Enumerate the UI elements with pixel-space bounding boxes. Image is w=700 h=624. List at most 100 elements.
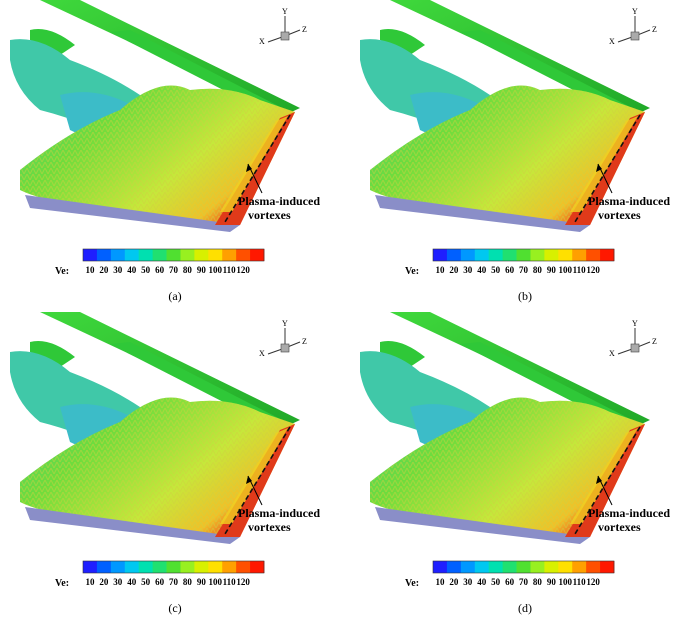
colorbar-tick-label: 30: [113, 577, 123, 587]
colorbar-tick-label: 100: [209, 265, 223, 275]
colorbar-tick-label: 100: [559, 265, 573, 275]
colorbar-tick-label: 90: [197, 577, 207, 587]
colorbar-cell: [544, 249, 559, 261]
vortex-tube: [30, 341, 75, 367]
annotation-line2: vortexes: [248, 520, 291, 534]
colorbar-cell: [83, 561, 98, 573]
colorbar-tick-label: 120: [236, 265, 250, 275]
colorbar-cell: [110, 561, 126, 573]
colorbar: Ve: 10 20 30 40 50 60 70 80 90 100 110 120: [55, 560, 265, 589]
flow-visualization: Plasma-induced vortexes Y X Z Ve: 10 20 30…: [360, 312, 670, 615]
colorbar-cell: [558, 561, 573, 573]
colorbar-tick-label: 120: [236, 577, 250, 587]
colorbar-cell: [446, 561, 462, 573]
colorbar-tick-label: 110: [223, 577, 237, 587]
colorbar-cell: [474, 561, 490, 573]
colorbar-cell: [152, 249, 167, 261]
vortex-tube: [380, 341, 425, 367]
colorbar-tick-label: 10: [435, 577, 445, 587]
colorbar-tick-label: 90: [547, 577, 557, 587]
annotation-line1: Plasma-induced: [588, 506, 670, 520]
axis-triad: Y X Z: [259, 319, 307, 358]
annotation-line2: vortexes: [598, 520, 641, 534]
colorbar-tick-label: 50: [141, 577, 151, 587]
plasma-band: [570, 116, 638, 212]
colorbar-tick-label: 70: [169, 265, 179, 275]
colorbar-cell: [222, 249, 237, 261]
colorbar-cell: [208, 561, 223, 573]
annotation-line2: vortexes: [598, 208, 641, 222]
colorbar-tick-label: 60: [155, 577, 165, 587]
colorbar-cell: [586, 561, 601, 573]
colorbar-tick-label: 60: [505, 265, 515, 275]
colorbar-cell: [180, 561, 195, 573]
colorbar-tick-label: 20: [449, 577, 459, 587]
colorbar-cell: [138, 561, 154, 573]
colorbar-cell: [600, 561, 615, 573]
colorbar-cell: [544, 561, 559, 573]
colorbar-tick-label: 50: [141, 265, 151, 275]
colorbar-tick-label: 60: [505, 577, 515, 587]
colorbar-tick-label: 120: [586, 265, 600, 275]
colorbar-cell: [236, 561, 251, 573]
panel-label: (d): [518, 601, 532, 615]
axis-x-label: X: [609, 37, 615, 46]
plasma-band: [220, 428, 288, 524]
panel-d: Plasma-induced vortexes Y X Z Ve: 10 20 30…: [350, 312, 700, 624]
colorbar-cell: [152, 561, 167, 573]
colorbar-tick-label: 70: [519, 577, 529, 587]
plate: [25, 507, 240, 544]
axis-y-label: Y: [632, 7, 638, 16]
colorbar-tick-label: 100: [209, 577, 223, 587]
colorbar-tick-label: 40: [127, 577, 137, 587]
colorbar-ticks: 10 20 30 40 50 60 70 80 90 100 110 120: [435, 577, 600, 587]
colorbar-cell: [502, 249, 517, 261]
colorbar-cell: [488, 249, 504, 261]
colorbar-cell: [166, 561, 181, 573]
colorbar-cell: [194, 561, 209, 573]
colorbar-tick-label: 40: [477, 577, 487, 587]
axis-x-label: X: [259, 37, 265, 46]
colorbar-cell: [586, 249, 601, 261]
colorbar-cell: [236, 249, 251, 261]
colorbar-cell: [572, 249, 587, 261]
colorbar-cell: [250, 561, 265, 573]
panel-label: (a): [168, 289, 181, 303]
colorbar-cell: [516, 249, 531, 261]
colorbar-cell: [166, 249, 181, 261]
panel-a: Plasma-induced vortexes Y X Z Ve: 10 20 30…: [0, 0, 350, 312]
colorbar-tick-label: 110: [573, 577, 587, 587]
colorbar-tick-label: 70: [519, 265, 529, 275]
colorbar-tick-label: 80: [533, 265, 543, 275]
colorbar-cells: [82, 560, 265, 574]
colorbar-cell: [446, 249, 462, 261]
colorbar-tick-label: 10: [85, 577, 95, 587]
colorbar-cell: [208, 249, 223, 261]
colorbar-tick-label: 90: [197, 265, 207, 275]
colorbar-tick-label: 10: [85, 265, 95, 275]
colorbar-tick-label: 110: [223, 265, 237, 275]
colorbar: Ve: 10 20 30 40 50 60 70 80 90 100 110 120: [405, 248, 615, 277]
colorbar-tick-label: 30: [463, 265, 473, 275]
colorbar-cell: [96, 249, 112, 261]
axis-x-label: X: [609, 349, 615, 358]
axis-y-label: Y: [282, 7, 288, 16]
colorbar-tick-label: 40: [127, 265, 137, 275]
colorbar-cells: [432, 248, 615, 262]
colorbar-tick-label: 40: [477, 265, 487, 275]
axis-triad: Y X Z: [259, 7, 307, 46]
plasma-band: [570, 428, 638, 524]
colorbar-cell: [474, 249, 490, 261]
colorbar-cell: [600, 249, 615, 261]
axis-z-label: Z: [302, 25, 307, 34]
colorbar-cell: [516, 561, 531, 573]
colorbar-cell: [460, 561, 476, 573]
colorbar-tick-label: 90: [547, 265, 557, 275]
panel-label: (b): [518, 289, 532, 303]
colorbar-cell: [433, 249, 448, 261]
colorbar-tick-label: 50: [491, 577, 501, 587]
colorbar-cell: [83, 249, 98, 261]
vortex-tube: [380, 29, 425, 55]
colorbar-cell: [530, 561, 545, 573]
colorbar-tick-label: 120: [586, 577, 600, 587]
